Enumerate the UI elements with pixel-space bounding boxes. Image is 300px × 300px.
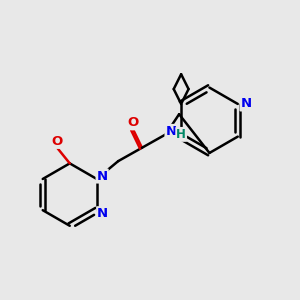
Text: N: N [166, 125, 177, 138]
Text: N: N [97, 169, 108, 182]
Text: N: N [97, 207, 108, 220]
Text: H: H [176, 128, 186, 141]
Text: O: O [128, 116, 139, 129]
Text: N: N [241, 98, 252, 110]
Text: O: O [52, 135, 63, 148]
